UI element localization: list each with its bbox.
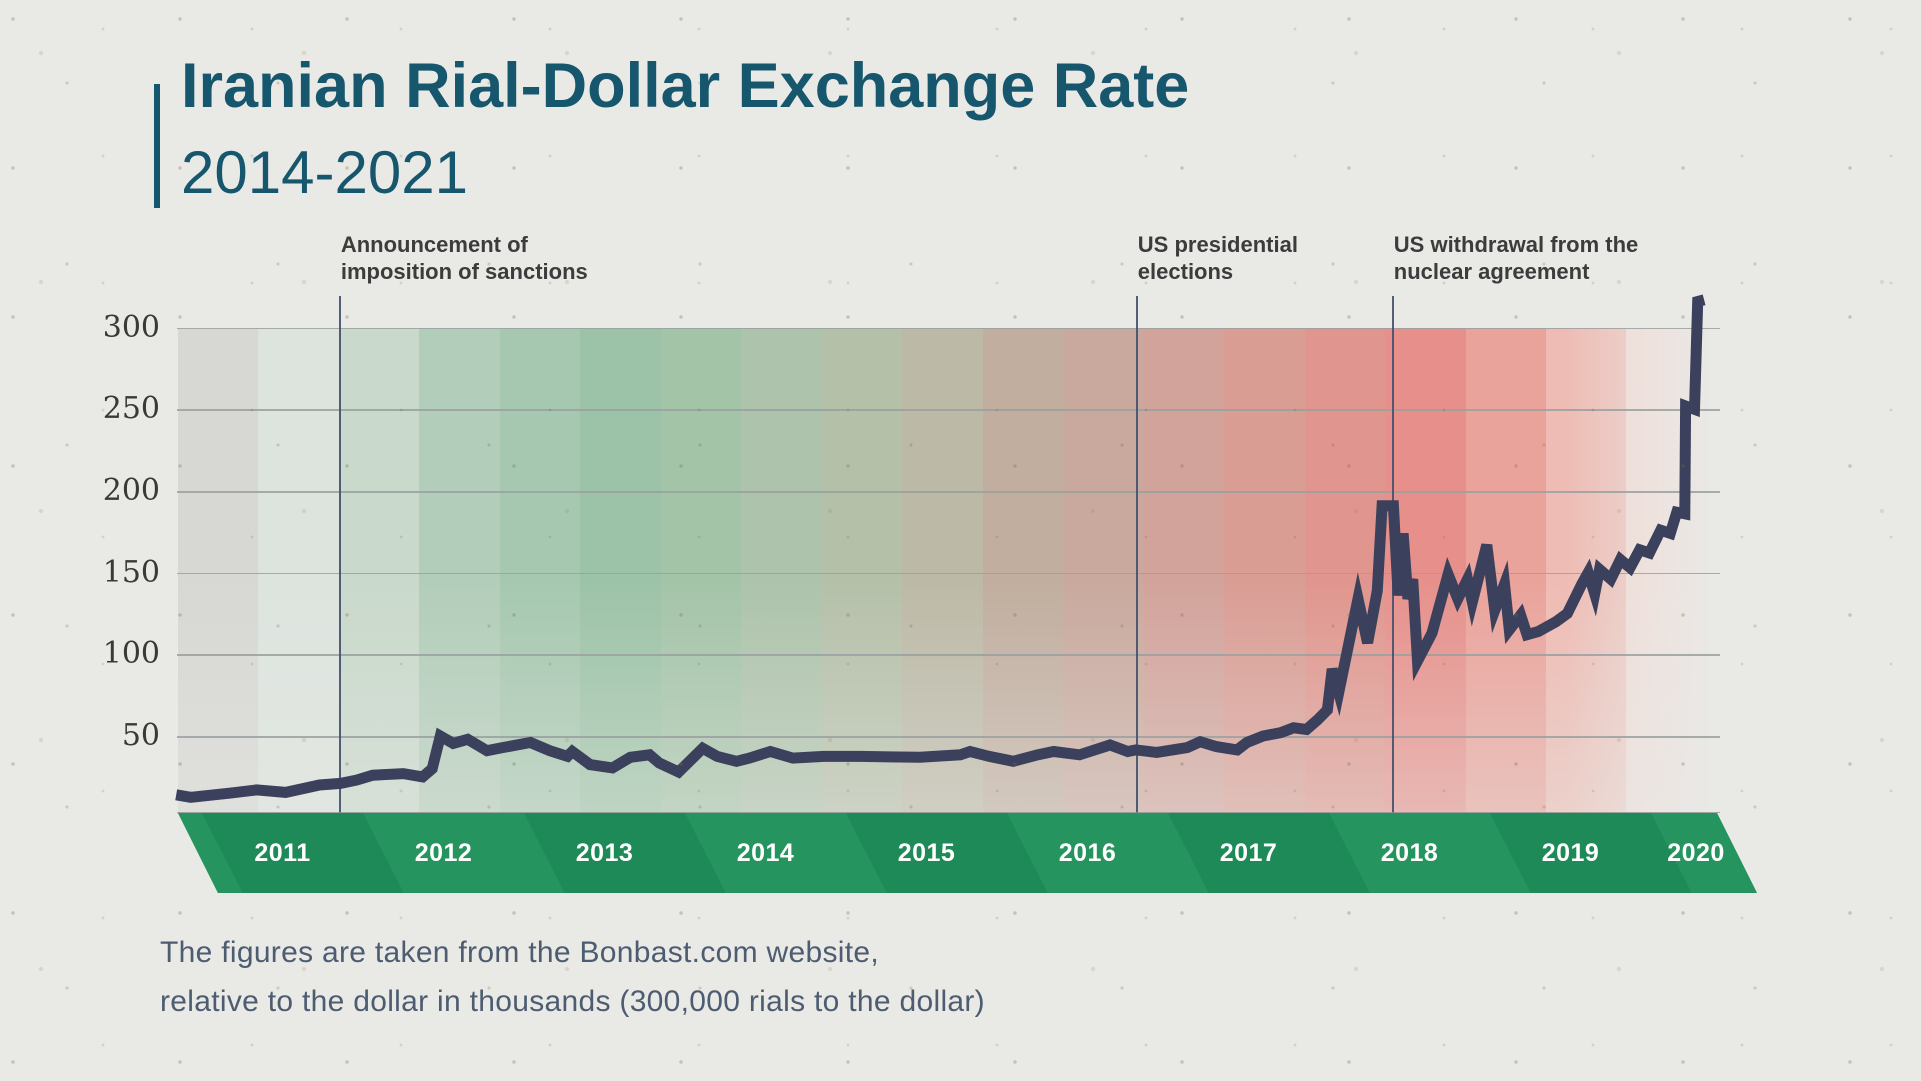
x-axis-label-2020: 2020 — [1667, 839, 1725, 867]
gridline-250 — [177, 409, 1720, 411]
title-accent-bar — [154, 84, 160, 208]
gridline-50 — [177, 736, 1720, 738]
annotation-label-sanctions: Announcement of imposition of sanctions — [341, 231, 588, 285]
x-axis-label-2019: 2019 — [1541, 839, 1600, 867]
annotation-line-elections — [1135, 296, 1138, 813]
rate-line-series — [175, 294, 1706, 803]
y-axis-label-200: 200 — [102, 472, 160, 508]
x-axis-label-2011: 2011 — [254, 839, 311, 867]
annotation-label-line: imposition of sanctions — [340, 259, 588, 284]
x-axis-label-2014: 2014 — [736, 839, 795, 867]
y-axis-label-300: 300 — [102, 309, 160, 345]
x-axis-label-2016: 2016 — [1058, 839, 1117, 867]
gridline-150 — [177, 572, 1720, 575]
annotation-label-line: US presidential — [1137, 232, 1298, 257]
x-axis-label-2018: 2018 — [1380, 839, 1439, 867]
annotation-label-line: US withdrawal from the — [1393, 232, 1639, 257]
y-axis-label-50: 50 — [121, 718, 160, 753]
page-subtitle: 2014-2021 — [181, 139, 468, 206]
x-axis-year-banner: 2011 2012 2013 2014 2015 2016 2017 2018 2019 2020 — [178, 813, 1757, 893]
footnote-line-1: The figures are taken from the Bonbast.c… — [160, 936, 879, 969]
x-axis-baseline — [177, 811, 1720, 813]
annotation-line-sanctions — [338, 296, 341, 813]
y-axis-label-100: 100 — [102, 636, 160, 672]
annotation-label-withdrawal: US withdrawal from the nuclear agreement — [1394, 231, 1638, 285]
gridline-300 — [177, 327, 1720, 330]
y-axis-label-250: 250 — [102, 391, 160, 427]
annotation-label-line: elections — [1137, 259, 1234, 284]
x-axis-label-2013: 2013 — [575, 839, 634, 867]
gridline-100 — [177, 654, 1720, 656]
x-axis-label-2012: 2012 — [414, 839, 473, 867]
annotation-label-line: nuclear agreement — [1393, 259, 1590, 284]
x-axis-label-2017: 2017 — [1219, 839, 1278, 867]
gridline-200 — [177, 490, 1720, 493]
page-title: Iranian Rial-Dollar Exchange Rate — [181, 51, 1190, 121]
y-axis-label-150: 150 — [102, 554, 160, 590]
x-axis-label-2015: 2015 — [897, 839, 956, 867]
annotation-label-line: Announcement of — [340, 232, 528, 257]
annotation-label-elections: US presidential elections — [1138, 231, 1298, 285]
footnote-line-2: relative to the dollar in thousands (300… — [160, 985, 985, 1018]
